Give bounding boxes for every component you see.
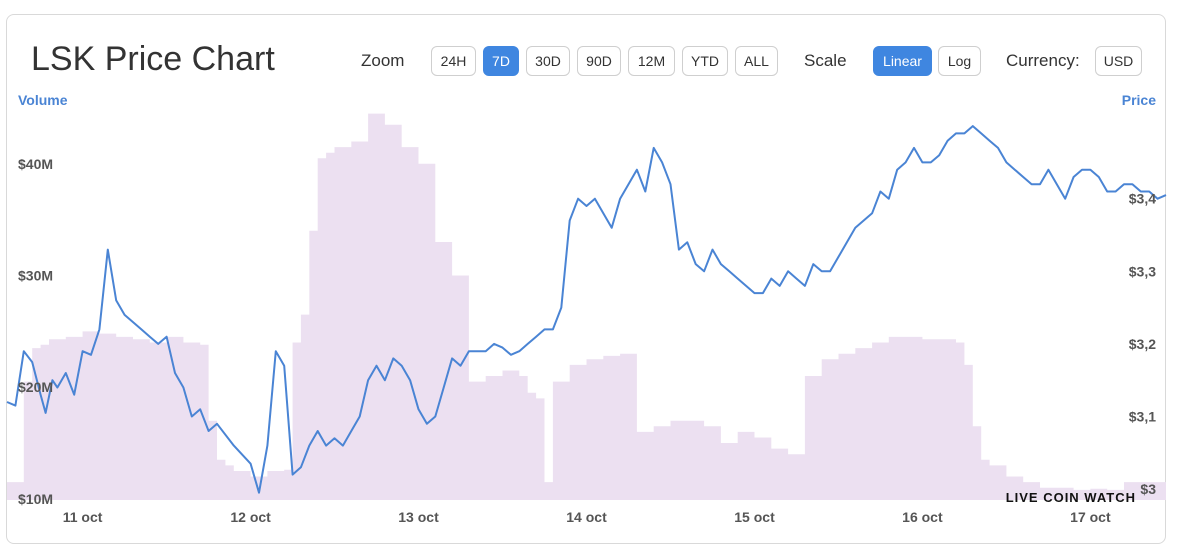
zoom-label: Zoom [361, 51, 405, 70]
scale-label: Scale [804, 51, 847, 70]
scale-button-log[interactable]: Log [938, 46, 981, 76]
currency-label: Currency: [1006, 51, 1080, 70]
zoom-button-all[interactable]: ALL [735, 46, 778, 76]
zoom-button-ytd[interactable]: YTD [682, 46, 728, 76]
currency-select[interactable]: USD [1095, 46, 1142, 76]
zoom-button-90d[interactable]: 90D [577, 46, 621, 76]
zoom-button-12m[interactable]: 12M [628, 46, 675, 76]
zoom-button-30d[interactable]: 30D [526, 46, 570, 76]
page-title: LSK Price Chart [31, 40, 275, 78]
chart-card [6, 14, 1166, 544]
zoom-button-24h[interactable]: 24H [431, 46, 476, 76]
zoom-button-7d[interactable]: 7D [483, 46, 519, 76]
scale-button-linear[interactable]: Linear [873, 46, 932, 76]
